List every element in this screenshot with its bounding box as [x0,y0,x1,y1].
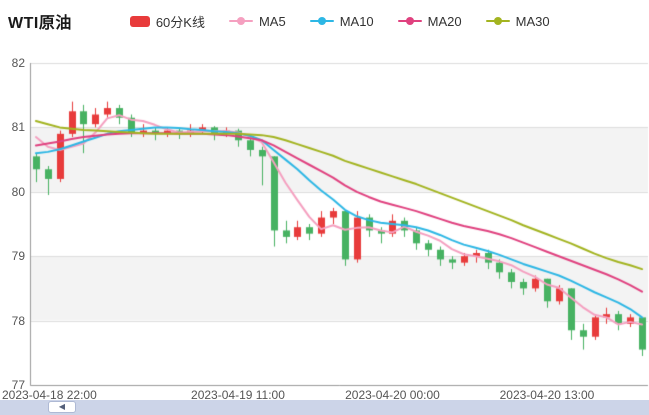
line-legend-dot [493,17,502,25]
legend-label: MA20 [427,13,462,29]
scrollbar-handle[interactable]: ◀ [48,401,76,413]
legend-item-ma5[interactable]: MA5 [228,13,286,29]
legend-label: MA5 [258,13,286,29]
candlestick-legend-icon [129,15,150,27]
chart-header: WTI原油 60分K线 MA5 MA10 MA20 MA30 [8,8,649,34]
line-legend-icon [397,15,422,27]
legend-item-ma20[interactable]: MA20 [397,13,462,29]
line-legend-dot [236,17,245,25]
line-legend-icon [485,15,510,27]
legend-item-ma30[interactable]: MA30 [485,13,550,29]
line-legend-dot [317,17,326,25]
line-legend-dot [405,17,414,25]
legend-label: MA10 [339,13,374,29]
legend-label: MA30 [515,13,550,29]
scrollbar-track[interactable]: ◀ [0,400,649,415]
line-legend-icon [309,15,334,27]
legend-item-60k[interactable]: 60分K线 [129,12,205,31]
scrollbar-left-arrow-icon: ◀ [58,402,66,411]
page-title: WTI原油 [8,15,72,32]
legend-label: 60分K线 [155,14,205,30]
legend-item-ma10[interactable]: MA10 [309,13,374,29]
line-legend-icon [228,15,253,27]
legend: 60分K线 MA5 MA10 MA20 MA30 [129,12,550,31]
